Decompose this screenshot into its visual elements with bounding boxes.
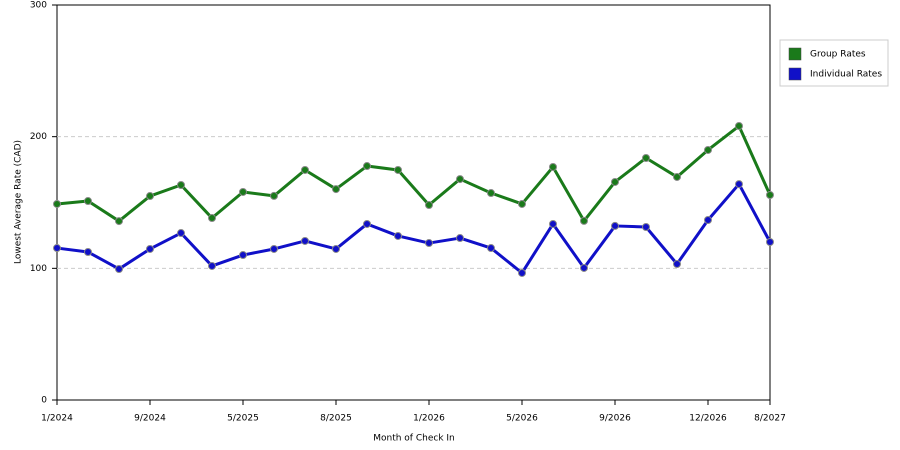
y-axis-label: Lowest Average Rate (CAD) [14, 140, 24, 264]
data-point [363, 219, 371, 228]
legend-swatch [788, 47, 802, 61]
x-tick-label: 5/2025 [227, 414, 259, 424]
data-point [53, 199, 61, 208]
data-point [518, 199, 526, 208]
data-point [208, 214, 216, 223]
data-point [487, 244, 495, 253]
data-point [208, 261, 216, 270]
y-tick-label: 300 [30, 1, 47, 11]
x-tick-label: 8/2027 [754, 414, 786, 424]
x-tick-label: 1/2024 [41, 414, 73, 424]
y-tick-label: 0 [41, 396, 47, 406]
data-point [456, 175, 464, 184]
data-point [146, 192, 154, 201]
data-point [394, 231, 402, 240]
data-point [177, 229, 185, 238]
data-point [704, 145, 712, 154]
data-point [580, 263, 588, 272]
data-point [673, 172, 681, 181]
data-point [301, 236, 309, 245]
data-point [84, 197, 92, 206]
x-tick-label: 8/2025 [320, 414, 352, 424]
data-point [425, 201, 433, 210]
data-point [425, 239, 433, 248]
legend-swatch [788, 67, 802, 81]
data-point [332, 244, 340, 253]
data-point [270, 191, 278, 200]
x-tick-label: 5/2026 [506, 414, 538, 424]
data-point [456, 234, 464, 243]
y-tick-label: 200 [30, 132, 47, 142]
data-point [239, 251, 247, 260]
data-point [549, 219, 557, 228]
data-point [115, 217, 123, 226]
data-point [642, 222, 650, 231]
x-axis-label: Month of Check In [373, 434, 455, 444]
data-point [270, 244, 278, 253]
data-point [394, 165, 402, 174]
data-point [766, 238, 774, 246]
data-point [146, 244, 154, 253]
y-tick-label: 100 [30, 264, 47, 274]
data-point [177, 180, 185, 189]
data-point [363, 162, 371, 171]
legend-label: Individual Rates [810, 70, 882, 80]
data-point [673, 259, 681, 268]
data-point [735, 180, 743, 189]
data-point [518, 268, 526, 277]
plot-frame [56, 4, 771, 401]
x-tick-label: 9/2024 [134, 414, 166, 424]
data-point [53, 244, 61, 253]
x-tick-label: 9/2026 [599, 414, 631, 424]
legend-label: Group Rates [810, 50, 866, 60]
data-point [84, 248, 92, 257]
data-point [115, 264, 123, 273]
data-point [332, 185, 340, 194]
data-point [580, 216, 588, 225]
data-point [239, 187, 247, 196]
data-point [735, 122, 743, 131]
data-point [766, 190, 774, 199]
x-tick-label: 1/2026 [413, 414, 445, 424]
data-point [642, 153, 650, 162]
data-point [549, 162, 557, 171]
data-point [301, 165, 309, 174]
data-point [611, 221, 619, 230]
series-line [56, 182, 772, 275]
data-point [704, 216, 712, 225]
series-line [56, 124, 772, 223]
x-tick-label: 12/2026 [689, 414, 727, 424]
data-point [487, 189, 495, 198]
data-point [611, 177, 619, 186]
